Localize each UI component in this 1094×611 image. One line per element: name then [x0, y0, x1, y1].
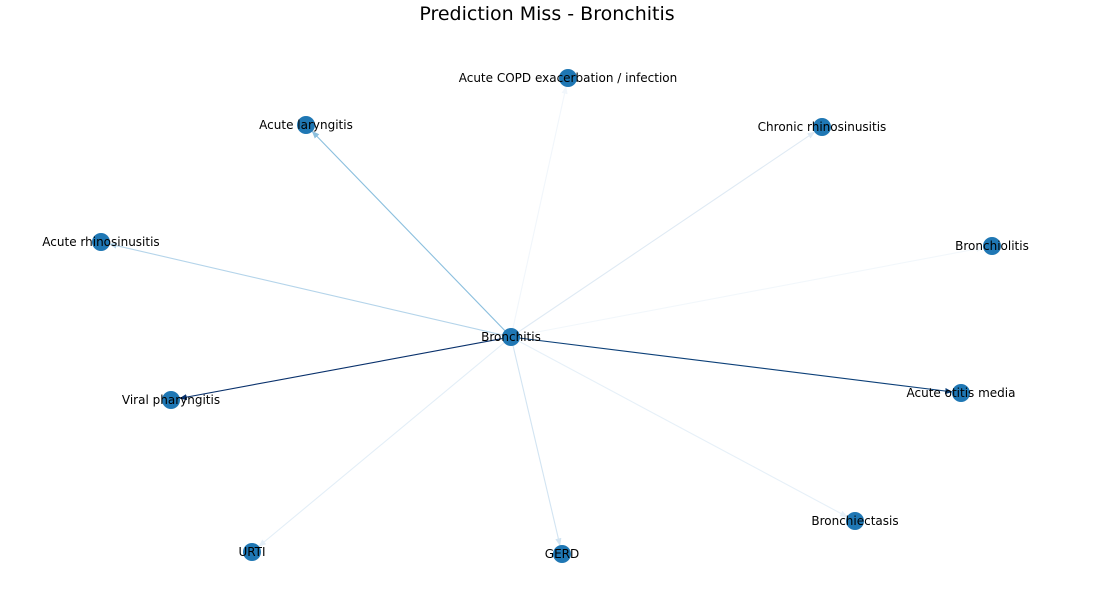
- edges-layer: [109, 86, 984, 547]
- labels-layer: Bronchitis Acute COPD exacerbation / infe…: [42, 71, 1029, 561]
- node-bronchiolitis: [983, 237, 1001, 255]
- node-label-viral-pharyngitis: Viral pharyngitis: [122, 393, 220, 407]
- node-viral-pharyngitis: [162, 391, 180, 409]
- edge-bronchitis-to-acute-otitis-media: [510, 336, 953, 395]
- edge-bronchitis-to-chronic-rhinosinusitis: [510, 131, 816, 338]
- edge-bronchitis-to-bronchiolitis: [510, 245, 984, 338]
- node-bronchitis: [502, 328, 520, 346]
- node-label-acute-rhinosinusitis: Acute rhinosinusitis: [42, 235, 159, 249]
- node-acute-laryngitis: [297, 116, 315, 134]
- node-acute-copd: [559, 69, 577, 87]
- node-label-acute-copd: Acute COPD exacerbation / infection: [459, 71, 678, 85]
- node-label-bronchiolitis: Bronchiolitis: [955, 239, 1029, 253]
- node-label-urti: URTI: [238, 545, 265, 559]
- edge-bronchitis-to-bronchiectasis: [510, 336, 848, 518]
- edge-bronchitis-to-viral-pharyngitis: [179, 336, 512, 401]
- edge-bronchitis-to-acute-rhinosinusitis: [109, 242, 512, 338]
- edge-bronchitis-to-gerd: [510, 336, 562, 546]
- edge-bronchitis-to-urti: [258, 336, 512, 547]
- node-label-acute-otitis-media: Acute otitis media: [907, 386, 1016, 400]
- node-urti: [243, 543, 261, 561]
- node-label-bronchitis: Bronchitis: [481, 330, 541, 344]
- node-gerd: [553, 545, 571, 563]
- edge-bronchitis-to-acute-copd: [510, 86, 568, 338]
- edge-bronchitis-to-acute-laryngitis: [311, 130, 512, 338]
- node-label-gerd: GERD: [545, 547, 579, 561]
- nodes-layer: [92, 69, 1001, 563]
- node-label-acute-laryngitis: Acute laryngitis: [259, 118, 353, 132]
- diagram-title: Prediction Miss - Bronchitis: [419, 3, 675, 25]
- node-label-bronchiectasis: Bronchiectasis: [811, 514, 898, 528]
- node-label-chronic-rhinosinusitis: Chronic rhinosinusitis: [758, 120, 887, 134]
- node-bronchiectasis: [846, 512, 864, 530]
- node-acute-rhinosinusitis: [92, 233, 110, 251]
- node-chronic-rhinosinusitis: [813, 118, 831, 136]
- node-acute-otitis-media: [952, 384, 970, 402]
